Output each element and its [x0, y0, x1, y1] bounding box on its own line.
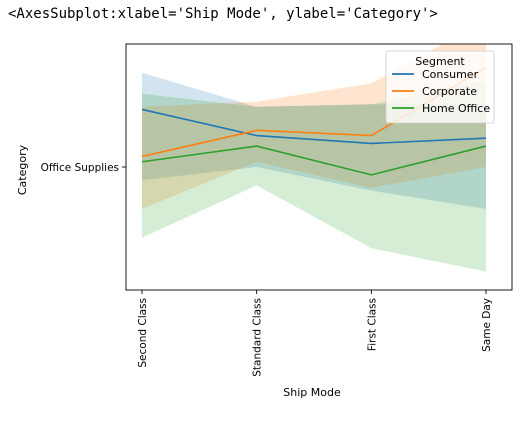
- y-axis: Office Supplies: [41, 162, 126, 174]
- legend: Segment Consumer Corporate Home Office: [385, 50, 495, 124]
- y-tick-label: Office Supplies: [41, 162, 119, 174]
- legend-entry: Home Office: [422, 102, 490, 115]
- x-tick-label: Same Day: [481, 298, 493, 352]
- legend-title: Segment: [415, 55, 465, 68]
- series-line-home-office: [141, 145, 487, 176]
- x-axis: Second Class Standard Class First Class Sam…: [137, 290, 493, 377]
- legend-entry: Corporate: [422, 85, 477, 98]
- x-tick-label: Standard Class: [252, 298, 264, 377]
- series-line-consumer: [141, 108, 487, 145]
- x-tick-label: Second Class: [137, 298, 149, 368]
- output-repr-text: <AxesSubplot:xlabel='Ship Mode', ylabel=…: [8, 6, 438, 22]
- x-axis-label: Ship Mode: [283, 386, 341, 399]
- y-axis-label: Category: [16, 144, 29, 195]
- x-tick-label: First Class: [366, 298, 378, 351]
- legend-entry: Consumer: [422, 68, 479, 81]
- legend-box: [385, 50, 495, 124]
